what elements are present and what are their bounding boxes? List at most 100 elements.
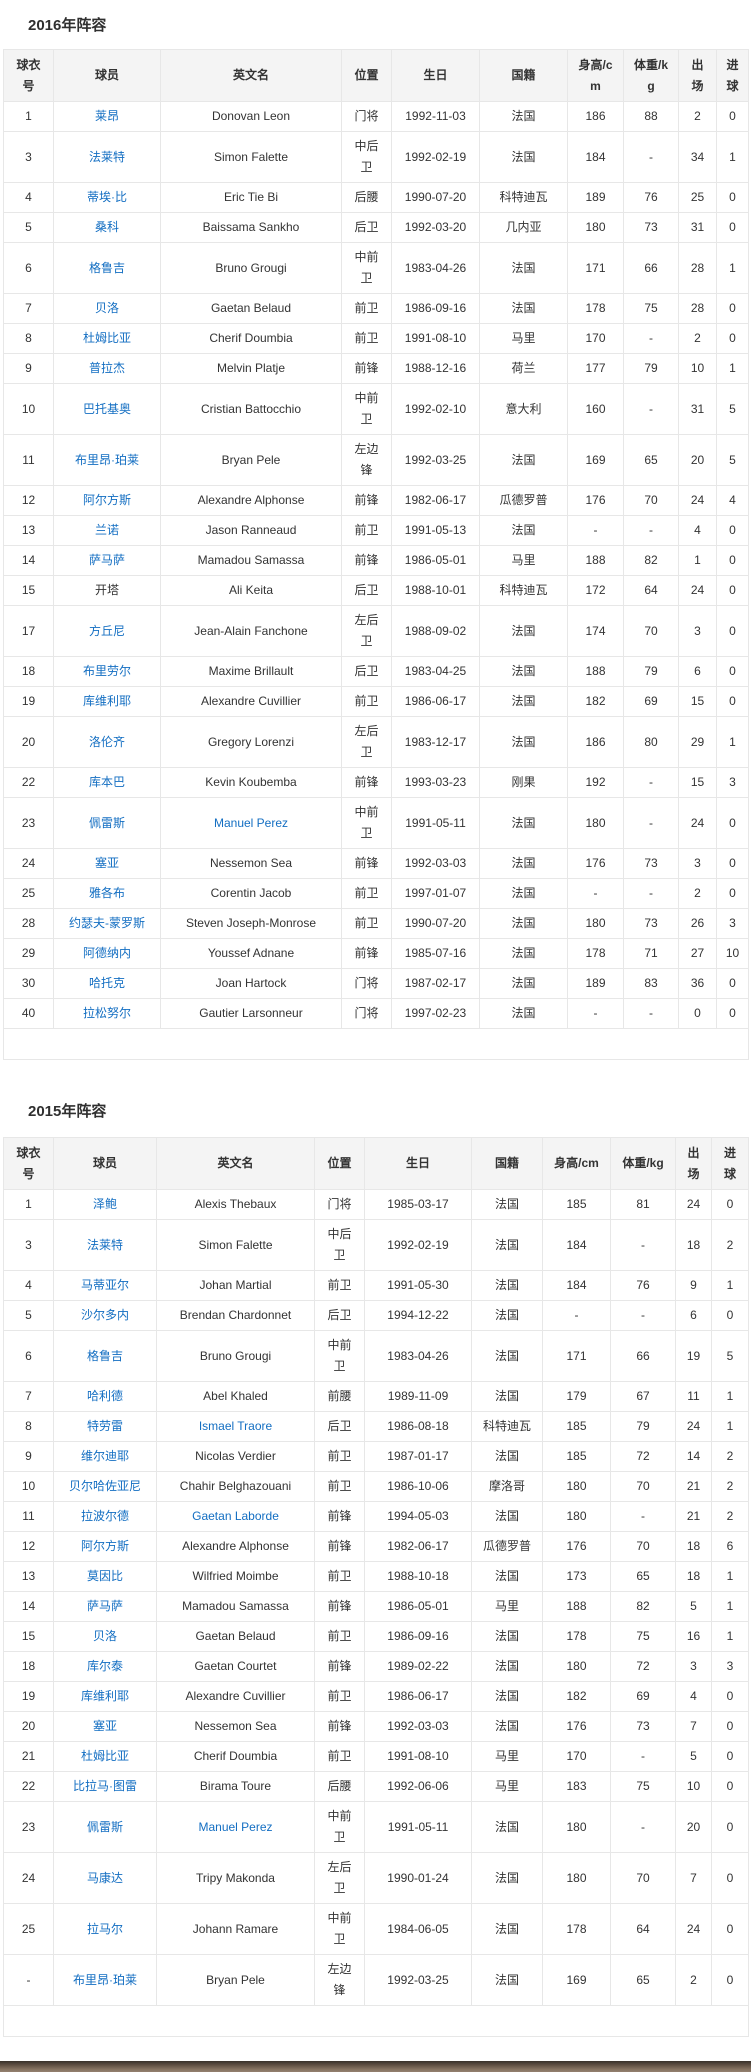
column-header: 球员 xyxy=(53,49,161,102)
player-name-link[interactable]: 马康达 xyxy=(86,1870,123,1885)
photo-top-edge xyxy=(0,2061,751,2072)
cell-birthday: 1994-12-22 xyxy=(364,1300,472,1331)
cell-birthday: 1986-06-17 xyxy=(364,1681,472,1712)
player-name-link[interactable]: 贝洛 xyxy=(94,301,119,315)
player-name-link[interactable]: 巴托基奥 xyxy=(82,401,131,416)
cell-goals: 0 xyxy=(711,1852,749,1904)
column-header: 球衣号 xyxy=(3,49,54,102)
cell-jersey-number: 25 xyxy=(3,1903,54,1955)
column-header: 出场 xyxy=(675,1137,712,1190)
player-name-link[interactable]: 阿尔方斯 xyxy=(80,1539,129,1553)
cell-goals: 5 xyxy=(716,434,749,486)
cell-birthday: 1986-05-01 xyxy=(391,545,480,576)
cell-position: 前卫 xyxy=(341,878,392,909)
player-name-link[interactable]: 贝洛 xyxy=(92,1629,117,1643)
cell-appearances: 7 xyxy=(675,1711,712,1742)
player-name-link[interactable]: 塞亚 xyxy=(94,856,119,870)
cell-appearances: 26 xyxy=(678,908,717,939)
player-row: 1 莱昂 Donovan Leon 门将 1992-11-03 法国 186 88 2 0 xyxy=(3,101,749,132)
cell-jersey-number: 6 xyxy=(3,1330,54,1382)
cell-weight: - xyxy=(623,515,679,546)
player-name-link[interactable]: 约瑟夫-蒙罗斯 xyxy=(69,916,145,930)
english-name-link[interactable]: Manuel Perez xyxy=(213,815,289,830)
cell-appearances: 18 xyxy=(675,1219,712,1271)
cell-nationality: 马里 xyxy=(479,323,568,354)
player-name-link[interactable]: 雅各布 xyxy=(88,886,125,900)
player-row: 24 塞亚 Nessemon Sea 前锋 1992-03-03 法国 176 73 3 0 xyxy=(3,848,749,879)
player-name-link[interactable]: 兰诺 xyxy=(94,523,119,537)
player-name-link[interactable]: 库尔泰 xyxy=(86,1659,123,1673)
player-name-link[interactable]: 杜姆比亚 xyxy=(80,1749,129,1763)
player-name-link[interactable]: 萨马萨 xyxy=(88,553,125,567)
cell-player-name: 法莱特 xyxy=(53,1219,157,1271)
english-name-link[interactable]: Manuel Perez xyxy=(198,1819,273,1834)
cell-goals: 1 xyxy=(716,353,749,384)
cell-appearances: 2 xyxy=(678,101,717,132)
player-name-link[interactable]: 莫因比 xyxy=(86,1569,123,1583)
squad-table-2015: 球衣号 球员 英文名 位置 生日 国籍 身高/cm 体重/kg 出场 进球 1 泽鲍 Alexis T… xyxy=(3,1137,749,2037)
cell-english-name: Jean-Alain Fanchone xyxy=(160,605,342,657)
player-name-link[interactable]: 贝尔哈佐亚尼 xyxy=(68,1479,141,1493)
player-name-link[interactable]: 维尔迪耶 xyxy=(80,1449,129,1463)
player-name-link[interactable]: 拉波尔德 xyxy=(80,1509,129,1523)
player-name-link[interactable]: 法莱特 xyxy=(86,1237,123,1252)
player-name-link[interactable]: 比拉马·图雷 xyxy=(73,1779,137,1793)
player-name-link[interactable]: 洛伦齐 xyxy=(88,734,125,749)
player-name-link[interactable]: 沙尔多内 xyxy=(80,1308,129,1322)
player-name-link[interactable]: 格鲁吉 xyxy=(88,260,125,275)
player-row: 7 贝洛 Gaetan Belaud 前卫 1986-09-16 法国 178 75 28 0 xyxy=(3,293,749,324)
cell-goals: 3 xyxy=(711,1651,749,1682)
cell-english-name: Bryan Pele xyxy=(156,1954,315,2006)
cell-jersey-number: 23 xyxy=(3,797,54,849)
player-name-link[interactable]: 布里昂·珀莱 xyxy=(73,1972,137,1987)
player-name-link[interactable]: 普拉杰 xyxy=(88,361,125,375)
player-name-link[interactable]: 哈托克 xyxy=(88,976,125,990)
cell-nationality: 法国 xyxy=(479,908,568,939)
cell-player-name: 布里昂·珀莱 xyxy=(53,1954,157,2006)
cell-goals: 3 xyxy=(716,908,749,939)
player-name-link[interactable]: 萨马萨 xyxy=(86,1599,123,1613)
player-name-link[interactable]: 蒂埃·比 xyxy=(87,190,127,204)
player-name-link[interactable]: 法莱特 xyxy=(88,149,125,164)
cell-goals: 2 xyxy=(711,1441,749,1472)
cell-nationality: 法国 xyxy=(471,1903,543,1955)
player-name-link[interactable]: 泽鲍 xyxy=(92,1197,117,1211)
player-name-link[interactable]: 桑科 xyxy=(94,220,119,234)
cell-height: 179 xyxy=(542,1381,611,1412)
player-name-link[interactable]: 拉松努尔 xyxy=(82,1006,131,1020)
cell-player-name: 阿尔方斯 xyxy=(53,485,161,516)
cell-weight: 79 xyxy=(610,1411,676,1442)
player-name-link[interactable]: 库维利耶 xyxy=(82,694,131,708)
cell-goals: 0 xyxy=(716,656,749,687)
cell-goals: 6 xyxy=(711,1531,749,1562)
cell-nationality: 法国 xyxy=(471,1801,543,1853)
cell-weight: - xyxy=(623,383,679,435)
player-name-link[interactable]: 阿尔方斯 xyxy=(82,493,131,507)
player-name-link[interactable]: 塞亚 xyxy=(92,1719,117,1733)
player-name-link[interactable]: 佩雷斯 xyxy=(86,1819,123,1834)
player-name-link[interactable]: 特劳雷 xyxy=(86,1419,123,1433)
player-name-link[interactable]: 杜姆比亚 xyxy=(82,331,131,345)
player-row: 7 哈利德 Abel Khaled 前腰 1989-11-09 法国 179 67 11 1 xyxy=(3,1381,749,1412)
cell-position: 左后卫 xyxy=(341,605,392,657)
player-name-link[interactable]: 布里劳尔 xyxy=(82,664,131,678)
player-name-link[interactable]: 哈利德 xyxy=(86,1389,123,1403)
player-name-link[interactable]: 格鲁吉 xyxy=(86,1348,123,1363)
cell-player-name: 萨马萨 xyxy=(53,1591,157,1622)
english-name-link[interactable]: Gaetan Laborde xyxy=(192,1509,279,1523)
player-name-link[interactable]: 佩雷斯 xyxy=(88,815,125,830)
player-name-link[interactable]: 阿德纳内 xyxy=(82,946,131,960)
player-name-link[interactable]: 拉马尔 xyxy=(86,1921,123,1936)
player-name-link[interactable]: 库维利耶 xyxy=(80,1689,129,1703)
cell-weight: 66 xyxy=(610,1330,676,1382)
english-name-link[interactable]: Ismael Traore xyxy=(198,1419,273,1433)
cell-weight: 75 xyxy=(610,1621,676,1652)
cell-english-name: Melvin Platje xyxy=(160,353,342,384)
player-name-link[interactable]: 莱昂 xyxy=(94,109,119,123)
player-name-link[interactable]: 布里昂·珀莱 xyxy=(75,452,139,467)
player-name-link[interactable]: 库本巴 xyxy=(88,775,125,789)
player-row: 18 库尔泰 Gaetan Courtet 前锋 1989-02-22 法国 180 72 3 3 xyxy=(3,1651,749,1682)
player-name-link[interactable]: 马蒂亚尔 xyxy=(80,1278,129,1292)
cell-appearances: 6 xyxy=(675,1300,712,1331)
player-name-link[interactable]: 方丘尼 xyxy=(88,623,125,638)
